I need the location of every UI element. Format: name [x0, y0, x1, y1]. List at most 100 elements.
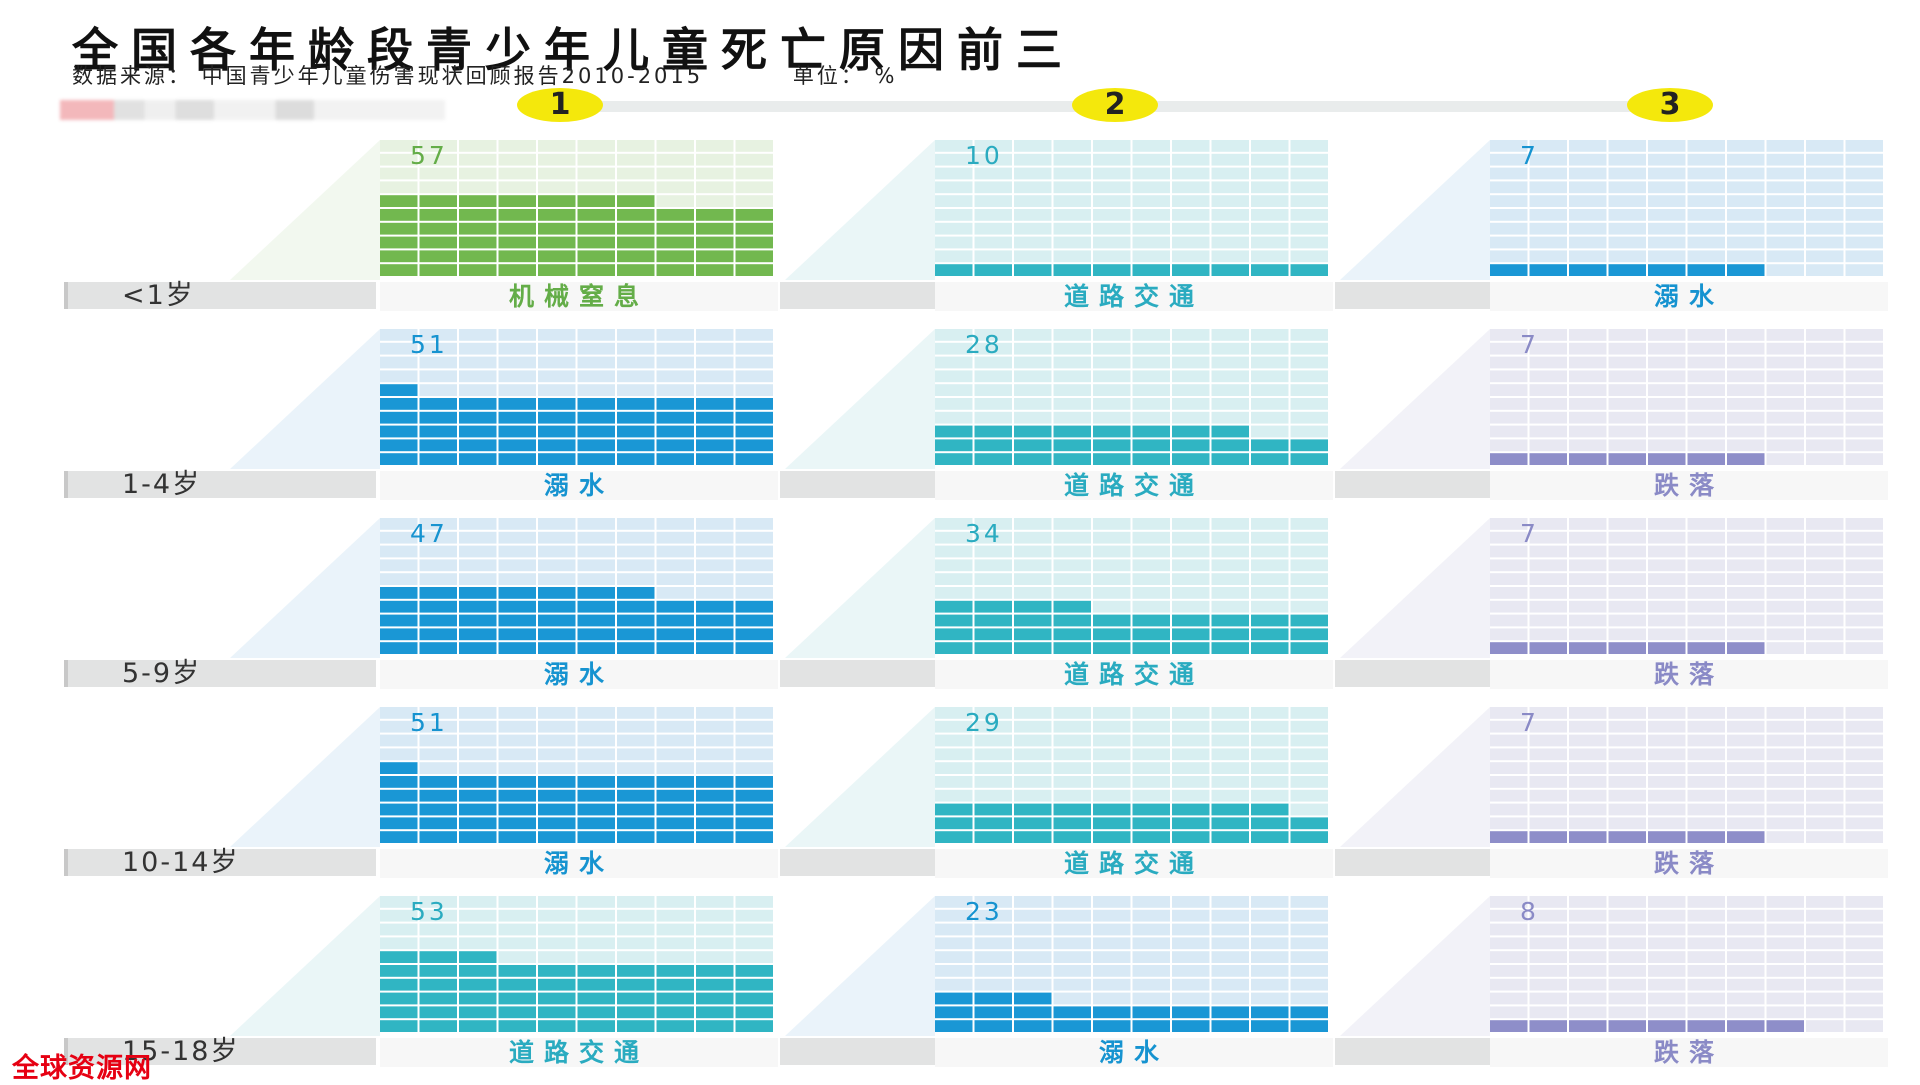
waffle-square-filled	[735, 789, 773, 802]
waffle-square-empty	[1648, 518, 1686, 530]
waffle-square-filled	[735, 600, 773, 613]
waffle-square-empty	[1687, 762, 1725, 774]
waffle-square-filled	[656, 1020, 694, 1032]
waffle-square-empty	[1608, 209, 1646, 221]
waffle-square-empty	[1053, 411, 1091, 424]
waffle-square-empty	[1490, 545, 1528, 558]
waffle-square-filled	[1211, 439, 1249, 452]
waffle-square-empty	[1806, 398, 1844, 410]
waffle-square-empty	[656, 573, 694, 585]
waffle-square-empty	[1172, 250, 1210, 263]
waffle-square-empty	[1727, 236, 1765, 249]
waffle-square-empty	[1093, 329, 1131, 341]
waffle-square-empty	[1132, 545, 1170, 558]
waffle-square-filled	[538, 992, 576, 1005]
waffle-square-empty	[1806, 573, 1844, 585]
waffle-square-empty	[459, 559, 497, 572]
waffle-square-empty	[1172, 789, 1210, 802]
waffle-square-empty	[1132, 209, 1170, 221]
waffle-square-filled	[1093, 425, 1131, 438]
waffle-square-empty	[1014, 236, 1052, 249]
waffle-square-empty	[538, 951, 576, 963]
waffle-square-empty	[1687, 1006, 1725, 1019]
waffle-square-filled	[380, 209, 418, 221]
waffle-square-empty	[1290, 573, 1328, 585]
waffle-square-filled	[1053, 642, 1091, 654]
waffle-square-filled	[656, 600, 694, 613]
waffle-square-empty	[1093, 370, 1131, 383]
waffle-square-empty	[1014, 222, 1052, 235]
waffle-square-empty	[1093, 789, 1131, 802]
waffle-square-filled	[577, 600, 615, 613]
waffle-square-empty	[1529, 153, 1567, 166]
waffle-square-filled	[656, 978, 694, 991]
waffle-square-empty	[696, 329, 734, 341]
waffle-square-empty	[1569, 398, 1607, 410]
waffle-square-empty	[1132, 965, 1170, 977]
waffle-square-empty	[974, 789, 1012, 802]
waffle-square-empty	[1490, 439, 1528, 452]
waffle-square-empty	[1211, 992, 1249, 1005]
waffle-square-filled	[1053, 425, 1091, 438]
waffle-square-filled	[935, 831, 973, 843]
row-separator	[1335, 1038, 1490, 1065]
waffle-square-filled	[1490, 642, 1528, 654]
perspective-wedge	[1340, 896, 1490, 1036]
waffle-square-empty	[1806, 614, 1844, 627]
waffle-square-empty	[1053, 951, 1091, 963]
waffle-square-empty	[577, 909, 615, 922]
waffle-3-0	[380, 707, 773, 843]
waffle-square-empty	[419, 707, 457, 719]
waffle-square-filled	[1014, 425, 1052, 438]
waffle-square-empty	[1648, 384, 1686, 396]
waffle-square-empty	[1687, 545, 1725, 558]
waffle-square-empty	[974, 167, 1012, 180]
waffle-square-filled	[419, 453, 457, 465]
waffle-square-empty	[1766, 937, 1804, 950]
waffle-square-empty	[419, 384, 457, 396]
waffle-square-empty	[1251, 153, 1289, 166]
waffle-square-filled	[459, 776, 497, 788]
waffle-square-empty	[1529, 384, 1567, 396]
waffle-square-empty	[1172, 937, 1210, 950]
waffle-square-empty	[1490, 209, 1528, 221]
waffle-square-empty	[1727, 720, 1765, 733]
waffle-square-empty	[1251, 398, 1289, 410]
waffle-square-empty	[1806, 707, 1844, 719]
waffle-square-empty	[1053, 329, 1091, 341]
waffle-square-filled	[735, 992, 773, 1005]
waffle-square-empty	[1766, 250, 1804, 263]
waffle-square-empty	[459, 384, 497, 396]
waffle-square-empty	[1053, 236, 1091, 249]
waffle-square-empty	[1687, 384, 1725, 396]
waffle-square-empty	[735, 140, 773, 152]
waffle-square-empty	[1251, 222, 1289, 235]
waffle-square-filled	[459, 425, 497, 438]
waffle-square-empty	[1529, 140, 1567, 152]
waffle-square-empty	[1290, 425, 1328, 438]
waffle-square-empty	[1845, 992, 1883, 1005]
waffle-square-empty	[538, 140, 576, 152]
waffle-square-empty	[1053, 748, 1091, 761]
waffle-square-empty	[1290, 250, 1328, 263]
waffle-square-empty	[419, 153, 457, 166]
waffle-square-filled	[498, 628, 536, 641]
waffle-square-empty	[1766, 384, 1804, 396]
waffle-square-empty	[735, 195, 773, 207]
waffle-square-empty	[1648, 370, 1686, 383]
waffle-square-empty	[1687, 951, 1725, 963]
waffle-square-filled	[577, 614, 615, 627]
waffle-square-empty	[696, 342, 734, 355]
waffle-square-empty	[1569, 896, 1607, 908]
waffle-square-empty	[656, 356, 694, 369]
waffle-square-filled	[617, 978, 655, 991]
waffle-square-filled	[380, 978, 418, 991]
waffle-square-filled	[617, 1006, 655, 1019]
waffle-square-filled	[498, 803, 536, 816]
waffle-square-empty	[1608, 398, 1646, 410]
waffle-square-empty	[1014, 153, 1052, 166]
waffle-square-filled	[1093, 1006, 1131, 1019]
waffle-square-empty	[1806, 628, 1844, 641]
waffle-square-empty	[419, 167, 457, 180]
waffle-square-filled	[577, 978, 615, 991]
